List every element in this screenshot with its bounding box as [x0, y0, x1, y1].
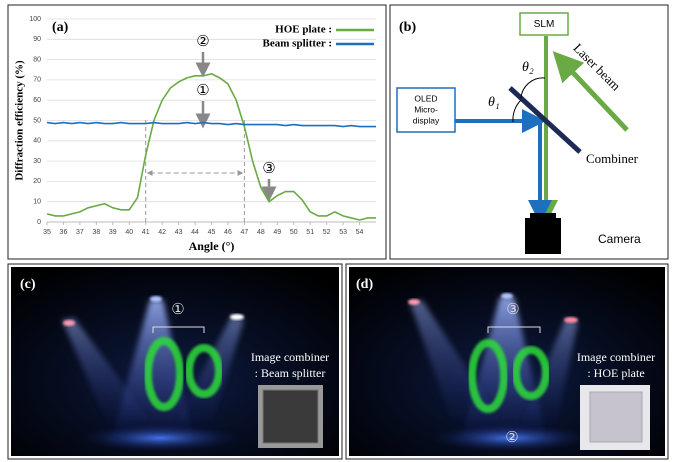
marker: ②	[505, 429, 518, 446]
marker: ③	[506, 301, 519, 318]
y-tick-label: 70	[33, 77, 41, 84]
x-tick-label: 40	[125, 229, 133, 236]
annotation: ①	[196, 82, 209, 99]
y-tick-label: 90	[33, 36, 41, 43]
hoe-plate-sample	[590, 392, 642, 442]
caption: : HOE plate	[587, 366, 644, 380]
x-tick-label: 48	[257, 229, 265, 236]
y-tick-label: 20	[33, 178, 41, 185]
x-axis-title: Angle (°)	[189, 239, 235, 253]
x-tick-label: 36	[60, 229, 68, 236]
combiner-label: Combiner	[586, 151, 639, 166]
light-source	[63, 320, 75, 326]
y-tick-label: 30	[33, 158, 41, 165]
x-tick-label: 37	[76, 229, 84, 236]
y-tick-label: 0	[37, 219, 41, 226]
x-tick-label: 50	[290, 229, 298, 236]
legend-label: HOE plate :	[275, 24, 332, 36]
x-tick-label: 53	[339, 229, 347, 236]
theta2: θ₂	[522, 60, 534, 75]
x-tick-label: 54	[356, 229, 364, 236]
y-tick-label: 100	[29, 16, 41, 23]
marker: ①	[171, 301, 184, 318]
y-tick-label: 50	[33, 117, 41, 124]
x-tick-label: 42	[158, 229, 166, 236]
oled-label: Micro-	[414, 104, 438, 114]
light-source	[150, 296, 162, 302]
caption: : Beam splitter	[255, 366, 326, 380]
beam-splitter-sample	[263, 390, 318, 443]
x-tick-label: 49	[273, 229, 281, 236]
panel-label: (c)	[20, 277, 36, 292]
camera-body	[525, 218, 561, 254]
diagram: (b) SLM Laser beam θ₂ θ₁ OLED Micro- dis…	[390, 5, 668, 259]
camera-label: Camera	[598, 232, 641, 246]
panel-label: (a)	[52, 20, 69, 35]
caption: Image combiner	[577, 350, 655, 364]
oled-label: display	[413, 115, 440, 125]
y-axis-title: Diffraction efficiency (%)	[14, 60, 26, 181]
caption: Image combiner	[251, 350, 329, 364]
x-tick-label: 44	[191, 229, 199, 236]
slm-label: SLM	[534, 19, 555, 30]
y-tick-label: 40	[33, 138, 41, 145]
light-source	[408, 299, 420, 305]
oled-label: OLED	[414, 93, 437, 103]
light-source	[501, 293, 513, 299]
annotation: ②	[196, 33, 209, 50]
figure: (a) 0 10 20 30 40 50 60 70 80 90 100 35 36 37 38 39 40 41 4…	[0, 0, 674, 462]
x-tick-label: 43	[175, 229, 183, 236]
x-tick-label: 52	[323, 229, 331, 236]
x-tick-label: 35	[43, 229, 51, 236]
y-tick-label: 80	[33, 56, 41, 63]
y-tick-label: 60	[33, 97, 41, 104]
photo-c: ① (c) Image combiner : Beam splitter	[8, 264, 342, 459]
x-tick-label: 38	[92, 229, 100, 236]
x-tick-label: 45	[208, 229, 216, 236]
x-tick-label: 51	[306, 229, 314, 236]
panel-label: (d)	[356, 277, 373, 292]
y-tick-label: 10	[33, 199, 41, 206]
annotation: ③	[262, 160, 275, 177]
x-tick-label: 39	[109, 229, 117, 236]
light-source	[230, 314, 244, 320]
x-tick-label: 41	[142, 229, 150, 236]
x-tick-label: 47	[241, 229, 249, 236]
panel-label: (b)	[399, 20, 416, 35]
light-source	[564, 317, 578, 323]
photo-d: ③ ② (d) Image combiner : HOE plate	[346, 264, 668, 459]
floor-glow	[80, 424, 240, 452]
x-tick-label: 46	[224, 229, 232, 236]
legend-label: Beam splitter :	[263, 38, 332, 50]
theta1: θ₁	[488, 95, 500, 110]
